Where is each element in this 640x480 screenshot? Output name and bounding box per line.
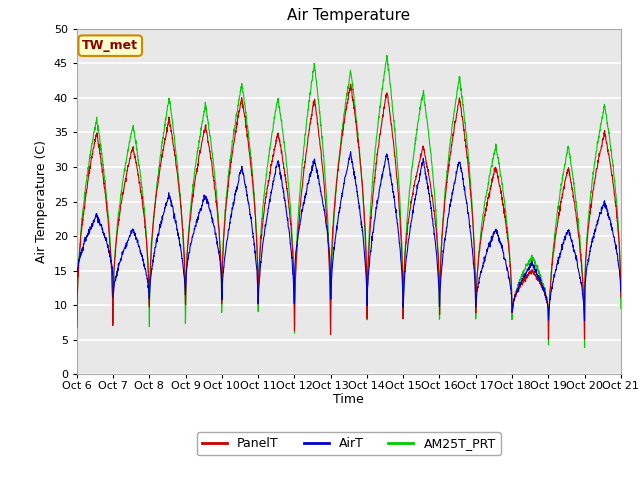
X-axis label: Time: Time <box>333 393 364 406</box>
Text: TW_met: TW_met <box>82 39 138 52</box>
Title: Air Temperature: Air Temperature <box>287 9 410 24</box>
Y-axis label: Air Temperature (C): Air Temperature (C) <box>35 140 48 263</box>
Legend: PanelT, AirT, AM25T_PRT: PanelT, AirT, AM25T_PRT <box>197 432 500 456</box>
